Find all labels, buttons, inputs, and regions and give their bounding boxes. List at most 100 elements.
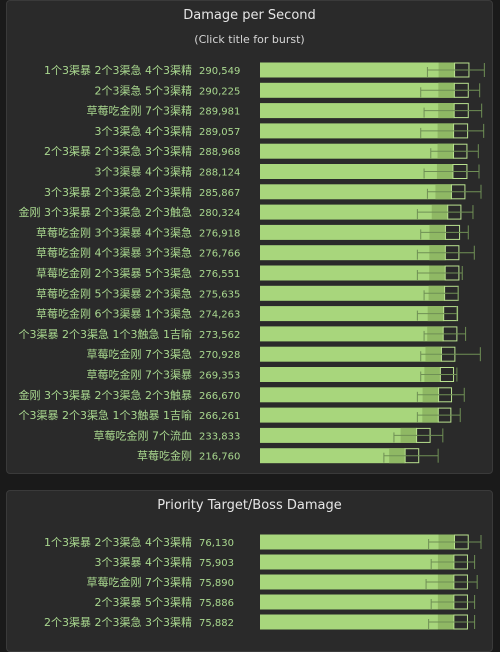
value-label: 276,766 [199, 249, 240, 260]
dps-bar [260, 164, 453, 179]
category-label: 个3渠暴 2个3渠急 1个3触暴 1吉喻 [19, 408, 192, 422]
bar-row: 3个3渠暴 4个3渠精 75,903 [95, 554, 476, 570]
bar-row: 1个3渠暴 2个3渠急 4个3渠精 76,130 [44, 534, 482, 550]
bar-row: 3个3渠暴 2个3渠急 2个3渠精 285,867 [44, 184, 482, 200]
bar-row: 草莓吃金刚 7个3渠暴 269,353 [87, 367, 458, 382]
dps-bar [260, 534, 455, 550]
bar-row: 草莓吃金刚 7个3渠精 289,981 [87, 103, 483, 119]
value-label: 285,867 [199, 188, 240, 199]
bar-row: 2个3渠暴 2个3渠急 3个3渠精 75,882 [44, 614, 476, 630]
dps-chart-subtitle: (Click title for burst) [194, 33, 305, 46]
category-label: 草莓吃金刚 3个3渠暴 4个3渠急 [36, 225, 192, 239]
bar-row: 1个3渠暴 2个3渠急 4个3渠精 290,549 [44, 62, 485, 78]
value-label: 266,670 [199, 391, 240, 402]
category-label: 1个3渠暴 2个3渠急 4个3渠精 [44, 63, 192, 77]
value-label: 233,833 [199, 431, 240, 442]
category-label: 2个3渠暴 2个3渠急 3个3渠精 [44, 144, 192, 158]
boss-damage-panel: Priority Target/Boss Damage 1个3渠暴 2个3渠急 … [6, 490, 493, 652]
dps-bar [260, 346, 442, 362]
bar-row: 草莓吃金刚 6个3渠暴 1个3渠急 274,263 [36, 306, 459, 322]
value-label: 274,263 [199, 310, 240, 321]
bar-row: 草莓吃金刚 5个3渠暴 2个3渠急 275,635 [36, 285, 459, 301]
category-label: 1个3渠暴 2个3渠急 4个3渠精 [44, 535, 192, 549]
dps-bar [260, 448, 406, 464]
category-label: 3个3渠暴 2个3渠急 2个3渠精 [44, 185, 192, 199]
value-label: 75,882 [199, 618, 234, 629]
value-label: 270,928 [199, 350, 240, 361]
bar-row: 2个3渠暴 5个3渠精 75,886 [95, 594, 476, 610]
boss-chart-title: Priority Target/Boss Damage [157, 498, 342, 513]
boss-damage-chart: 1个3渠暴 2个3渠急 4个3渠精 76,130 3个3渠暴 4个3渠精 75,903… [44, 534, 482, 630]
bar-row: 草莓吃金刚 7个流血 233,833 [94, 427, 444, 443]
dps-bar [260, 204, 448, 220]
value-label: 75,903 [199, 558, 234, 569]
bar-row: 草莓吃金刚 7个3渠精 75,890 [87, 574, 478, 590]
value-label: 216,760 [199, 452, 240, 463]
value-label: 75,890 [199, 578, 234, 589]
value-label: 276,551 [199, 269, 240, 280]
dps-chart-title[interactable]: Damage per Second [183, 8, 316, 23]
category-label: 金刚 3个3渠暴 2个3渠急 2个3触急 [19, 205, 192, 219]
value-label: 280,324 [199, 208, 240, 219]
dps-bar [260, 574, 454, 590]
dps-bar [260, 594, 454, 610]
dps-bar [260, 614, 454, 630]
dps-bar [260, 224, 446, 240]
bar-row: 3个3渠急 4个3渠精 289,057 [95, 123, 485, 139]
value-label: 273,562 [199, 330, 240, 341]
dps-bar [260, 265, 446, 281]
category-label: 金刚 3个3渠暴 2个3渠急 2个3触暴 [19, 388, 192, 402]
category-label: 草莓吃金刚 [137, 449, 192, 463]
value-label: 288,968 [199, 147, 240, 158]
dps-bar [260, 62, 455, 78]
dps-bar [260, 407, 439, 423]
value-label: 76,130 [199, 538, 234, 549]
dps-panel: Damage per Second (Click title for burst… [6, 0, 493, 474]
value-label: 289,057 [199, 127, 240, 138]
value-label: 275,635 [199, 289, 240, 300]
category-label: 草莓吃金刚 7个3渠暴 [87, 368, 193, 382]
dps-bar [260, 306, 444, 322]
dps-bar [260, 285, 445, 301]
bar-row: 个3渠暴 2个3渠急 1个3触暴 1吉喻 266,261 [19, 407, 461, 423]
category-label: 草莓吃金刚 7个3渠精 [87, 104, 193, 118]
category-label: 草莓吃金刚 7个3渠急 [87, 347, 193, 361]
category-label: 草莓吃金刚 7个3渠精 [87, 575, 193, 589]
dps-bar [260, 326, 444, 342]
value-label: 266,261 [199, 411, 240, 422]
category-label: 2个3渠暴 2个3渠急 3个3渠精 [44, 615, 192, 629]
value-label: 75,886 [199, 598, 234, 609]
bar-row: 草莓吃金刚 2个3渠暴 5个3渠急 276,551 [36, 265, 463, 281]
dps-bar [260, 103, 455, 119]
dps-bar [260, 387, 439, 403]
value-label: 276,918 [199, 228, 240, 239]
category-label: 草莓吃金刚 4个3渠暴 3个3渠急 [36, 246, 192, 260]
value-label: 289,981 [199, 107, 240, 118]
value-label: 290,549 [199, 66, 240, 77]
category-label: 草莓吃金刚 2个3渠暴 5个3渠急 [36, 266, 192, 280]
bar-row: 草莓吃金刚 3个3渠暴 4个3渠急 276,918 [36, 224, 469, 240]
bar-row: 草莓吃金刚 7个3渠急 270,928 [87, 346, 481, 362]
value-label: 290,225 [199, 86, 240, 97]
dps-bar [260, 245, 446, 261]
dps-bar [260, 82, 455, 98]
category-label: 3个3渠暴 4个3渠精 [95, 166, 193, 179]
bar-row: 金刚 3个3渠暴 2个3渠急 2个3触暴 266,670 [19, 387, 465, 403]
category-label: 3个3渠急 4个3渠精 [95, 124, 193, 138]
category-label: 草莓吃金刚 5个3渠暴 2个3渠急 [36, 286, 192, 300]
dps-bar [260, 143, 454, 159]
dps-bar [260, 427, 417, 443]
value-label: 288,124 [199, 168, 240, 179]
bar-row: 金刚 3个3渠暴 2个3渠急 2个3触急 280,324 [19, 204, 474, 220]
bar-row: 草莓吃金刚 4个3渠暴 3个3渠急 276,766 [36, 245, 475, 261]
category-label: 个3渠暴 2个3渠急 1个3触急 1吉喻 [19, 327, 192, 341]
bar-row: 草莓吃金刚 216,760 [137, 448, 439, 464]
category-label: 3个3渠暴 4个3渠精 [95, 556, 193, 569]
bar-row: 2个3渠急 5个3渠精 290,225 [95, 82, 481, 98]
dps-bar [260, 554, 454, 570]
bar-row: 2个3渠暴 2个3渠急 3个3渠精 288,968 [44, 143, 479, 159]
category-label: 2个3渠暴 5个3渠精 [95, 596, 193, 609]
bar-row: 3个3渠暴 4个3渠精 288,124 [95, 164, 480, 179]
category-label: 2个3渠急 5个3渠精 [95, 83, 193, 97]
category-label: 草莓吃金刚 7个流血 [94, 428, 193, 442]
